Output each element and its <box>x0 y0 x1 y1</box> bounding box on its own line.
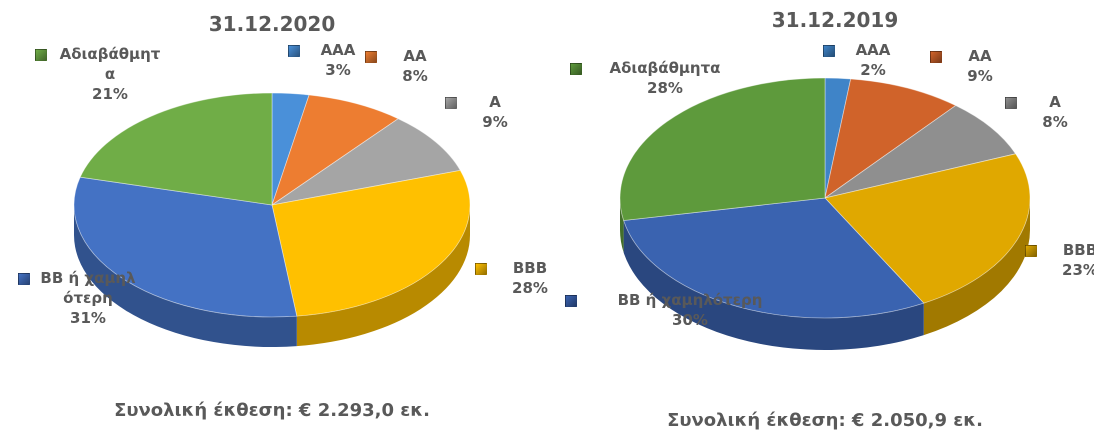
value-label: 9% <box>967 67 993 85</box>
data-label: AA 9% <box>930 46 1010 86</box>
slice <box>271 169 471 317</box>
data-label: AAA 3% <box>288 40 368 80</box>
legend-marker <box>18 273 30 285</box>
slice-side <box>923 198 1030 336</box>
label-text: AAA 2% <box>843 40 903 80</box>
value-label: 3% <box>325 61 351 79</box>
chart-title: 31.12.2020 <box>208 12 336 36</box>
value-label: 28% <box>512 279 548 297</box>
category-label: A <box>489 93 501 111</box>
value-label: 8% <box>402 67 428 85</box>
slice <box>73 176 298 318</box>
legend-marker <box>565 295 577 307</box>
data-label: Αδιαβάθμητα 21% <box>35 44 165 104</box>
label-text: AA 8% <box>385 46 445 86</box>
data-label: BBB 23% <box>1025 240 1094 280</box>
label-text: A 8% <box>1025 92 1085 132</box>
slice <box>619 77 826 221</box>
data-label: AAA 2% <box>823 40 903 80</box>
value-label: 2% <box>860 61 886 79</box>
legend-marker <box>930 51 942 63</box>
data-label: Αδιαβάθμητα 28% <box>570 58 740 98</box>
category-label: AAA <box>855 41 891 59</box>
legend-marker <box>445 97 457 109</box>
category-label: BBB <box>1062 241 1094 259</box>
footnote: Συνολική έκθεση: € 2.293,0 εκ. <box>114 400 430 421</box>
slice <box>79 92 273 206</box>
label-text: BBB 23% <box>1045 240 1094 280</box>
category-label: BB ή χαμηλότερη <box>617 291 763 309</box>
value-label: 9% <box>482 113 508 131</box>
label-text: Αδιαβάθμητα 28% <box>590 58 740 98</box>
legend-marker <box>288 45 300 57</box>
label-text: A 9% <box>465 92 525 132</box>
legend-marker <box>570 63 582 75</box>
category-label: BBB <box>512 259 548 277</box>
category-label: Αδιαβάθμητα <box>609 59 721 77</box>
slice <box>271 118 461 206</box>
chart-title: 31.12.2019 <box>771 8 899 32</box>
data-label: BBB 28% <box>475 258 565 298</box>
legend-marker <box>365 51 377 63</box>
footnote: Συνολική έκθεση: € 2.050,9 εκ. <box>667 410 983 431</box>
category-label: A <box>1049 93 1061 111</box>
slice <box>824 153 1031 304</box>
legend-marker <box>823 45 835 57</box>
label-text: BBB 28% <box>495 258 565 298</box>
category-label: Αδιαβάθμητα <box>59 45 161 83</box>
legend-marker <box>1005 97 1017 109</box>
label-text: AA 9% <box>950 46 1010 86</box>
data-label: BB ή χαμηλότερη 30% <box>565 290 795 330</box>
slice <box>623 197 925 319</box>
slice-side <box>74 205 297 348</box>
data-label: AA 8% <box>365 46 445 86</box>
legend-marker <box>1025 245 1037 257</box>
slice-side <box>623 220 924 351</box>
label-text: AAA 3% <box>308 40 368 80</box>
slice <box>824 105 1017 199</box>
value-label: 21% <box>92 85 128 103</box>
category-label: AA <box>968 47 992 65</box>
legend-marker <box>475 263 487 275</box>
data-label: A 9% <box>445 92 525 132</box>
label-text: BB ή χαμηλότερη 31% <box>38 268 138 328</box>
category-label: BB ή χαμηλότερη <box>40 269 136 307</box>
slice <box>271 94 400 207</box>
value-label: 28% <box>647 79 683 97</box>
data-label: BB ή χαμηλότερη 31% <box>18 268 138 328</box>
value-label: 30% <box>672 311 708 329</box>
category-label: AA <box>403 47 427 65</box>
slice <box>824 78 957 199</box>
value-label: 23% <box>1062 261 1094 279</box>
value-label: 8% <box>1042 113 1068 131</box>
data-label: A 8% <box>1005 92 1085 132</box>
legend-marker <box>35 49 47 61</box>
label-text: Αδιαβάθμητα 21% <box>55 44 165 104</box>
slice-side <box>296 205 470 347</box>
category-label: AAA <box>320 41 356 59</box>
value-label: 31% <box>70 309 106 327</box>
label-text: BB ή χαμηλότερη 30% <box>585 290 795 330</box>
